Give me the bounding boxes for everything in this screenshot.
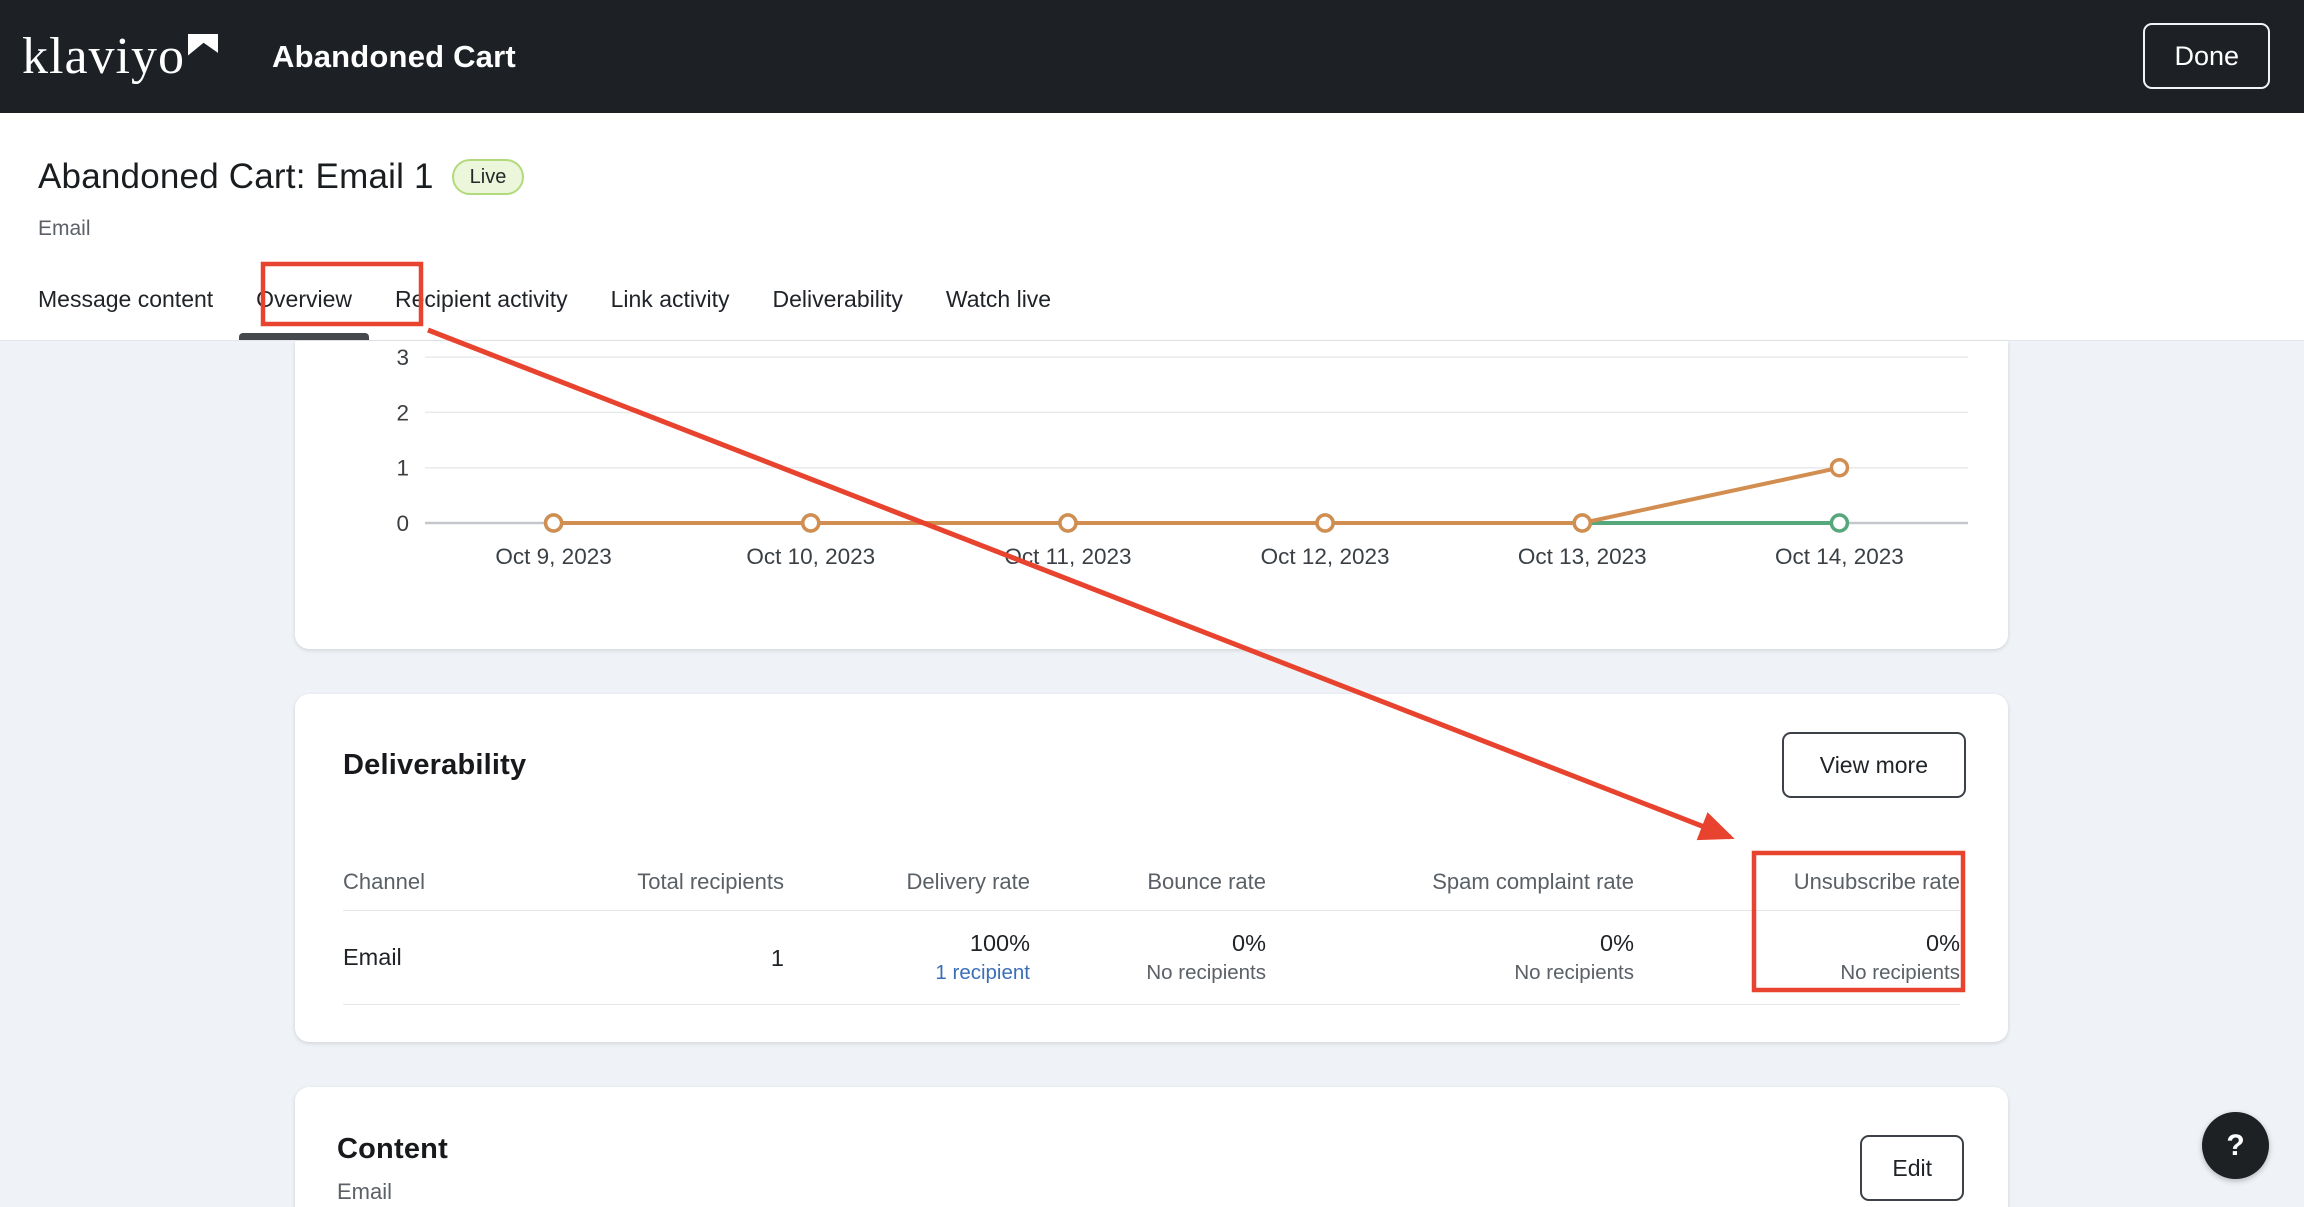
page-title: Abandoned Cart: Email 1	[38, 157, 434, 196]
tab-overview[interactable]: Overview	[256, 285, 353, 312]
top-bar: klaviyo Abandoned Cart Done	[0, 0, 2304, 113]
metric-cell: 100% 1 recipient	[784, 928, 1030, 987]
active-tab-indicator	[239, 333, 369, 340]
column-header: Spam complaint rate	[1432, 869, 1634, 894]
metric-subtext: No recipients	[1840, 961, 1960, 984]
page-subtitle: Email	[38, 217, 91, 240]
view-more-button[interactable]: View more	[1781, 732, 1966, 798]
column-header: Unsubscribe rate	[1793, 869, 1960, 894]
svg-text:Oct 13, 2023: Oct 13, 2023	[1518, 544, 1647, 569]
line-chart: 0 1 2 3 Oct 9, 2023 Oct 10, 2023 Oct 11, 2023 O…	[396, 345, 1968, 569]
tab-watch-live[interactable]: Watch live	[945, 285, 1052, 312]
tab-recipient-activity[interactable]: Recipient activity	[395, 285, 568, 312]
table-header-row: Channel Total recipients Delivery rate Boun…	[343, 854, 1960, 911]
deliverability-title: Deliverability	[343, 748, 527, 781]
column-header: Delivery rate	[906, 869, 1030, 894]
column-header: Total recipients	[637, 869, 784, 894]
svg-text:3: 3	[396, 345, 409, 370]
svg-text:0: 0	[396, 511, 409, 536]
metric-cell: 1	[523, 943, 784, 973]
flow-name-title: Abandoned Cart	[271, 38, 516, 74]
deliverability-table: Channel Total recipients Delivery rate Boun…	[343, 854, 1960, 1005]
metric-subtext: No recipients	[1514, 961, 1634, 984]
svg-text:2: 2	[396, 400, 409, 425]
svg-text:Oct 10, 2023: Oct 10, 2023	[746, 544, 875, 569]
svg-text:Oct 12, 2023: Oct 12, 2023	[1261, 544, 1390, 569]
tab-bar: Message content Overview Recipient activit…	[38, 276, 1051, 322]
page-header: Abandoned Cart: Email 1 Live Email Messa…	[0, 113, 2304, 341]
content-subtitle: Email	[337, 1179, 393, 1204]
metric-subtext: No recipients	[1146, 961, 1266, 984]
content-title: Content	[337, 1133, 448, 1165]
svg-text:Oct 9, 2023: Oct 9, 2023	[495, 544, 611, 569]
tab-deliverability[interactable]: Deliverability	[772, 285, 903, 312]
help-button[interactable]: ?	[2202, 1112, 2269, 1179]
svg-text:Oct 14, 2023: Oct 14, 2023	[1775, 544, 1904, 569]
content-card: Content Email Edit	[295, 1087, 2008, 1207]
table-row: Email 1 100% 1 recipient 0% No recipients 0% No…	[343, 911, 1960, 1005]
metric-value: 0%	[1232, 930, 1266, 956]
metric-cell: 0% No recipients	[1266, 928, 1634, 987]
recipient-link[interactable]: 1 recipient	[935, 961, 1030, 984]
svg-text:Oct 11, 2023: Oct 11, 2023	[1004, 544, 1131, 569]
svg-text:1: 1	[396, 456, 409, 481]
klaviyo-logo: klaviyo	[22, 28, 218, 86]
metric-value: 0%	[1600, 930, 1634, 956]
klaviyo-flag-icon	[187, 33, 218, 56]
channel-cell: Email	[343, 944, 402, 970]
metric-value: 1	[770, 944, 784, 971]
column-header: Channel	[343, 869, 425, 894]
metric-cell: 0% No recipients	[1030, 928, 1266, 987]
done-button[interactable]: Done	[2143, 23, 2270, 89]
edit-button[interactable]: Edit	[1860, 1135, 1964, 1201]
klaviyo-wordmark: klaviyo	[22, 27, 185, 85]
deliverability-card: Deliverability View more Channel Total re…	[295, 694, 2008, 1042]
column-header: Bounce rate	[1147, 869, 1266, 894]
status-badge: Live	[451, 159, 525, 195]
metric-value: 0%	[1926, 930, 1960, 956]
tab-link-activity[interactable]: Link activity	[610, 285, 730, 312]
metric-cell: 0% No recipients	[1634, 928, 1960, 987]
performance-chart-card: 0 1 2 3 Oct 9, 2023 Oct 10, 2023 Oct 11, 2023 O…	[295, 341, 2008, 649]
metric-value: 100%	[969, 930, 1030, 956]
tab-message-content[interactable]: Message content	[38, 285, 214, 312]
main-content: 0 1 2 3 Oct 9, 2023 Oct 10, 2023 Oct 11, 2023 O…	[0, 341, 2304, 1207]
